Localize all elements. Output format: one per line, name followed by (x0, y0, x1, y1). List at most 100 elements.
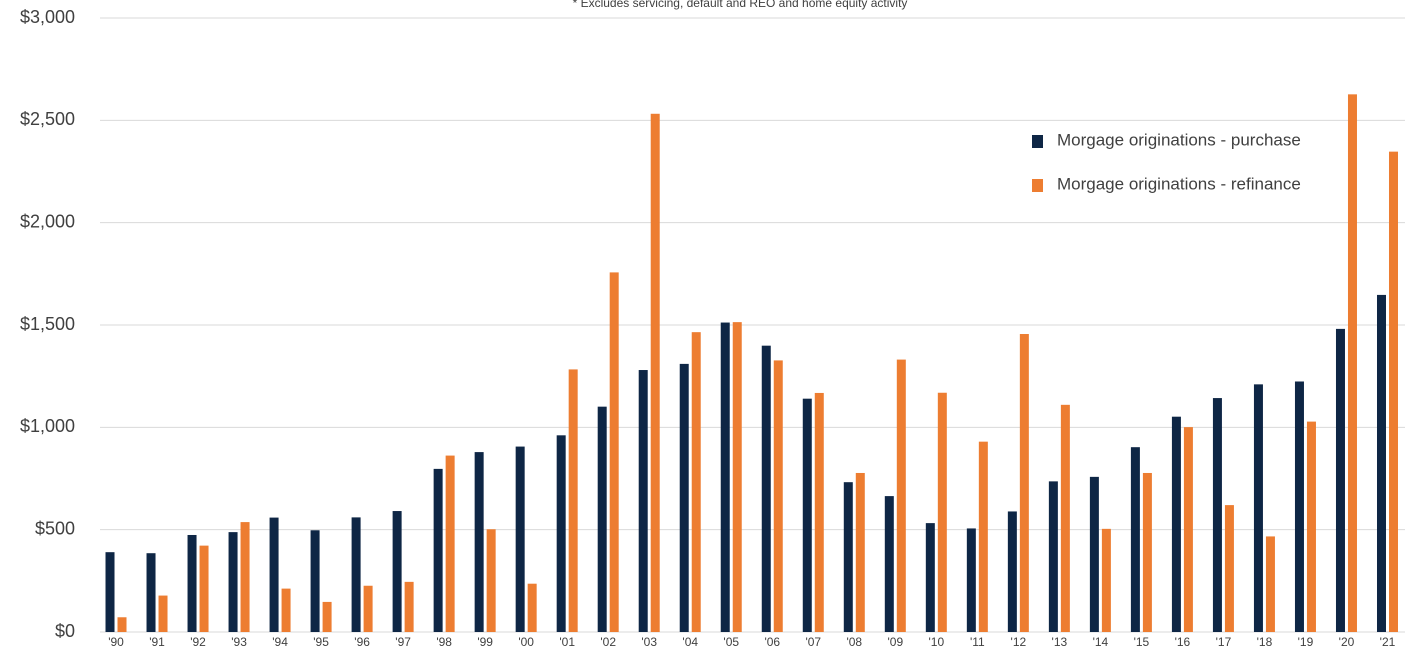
y-tick-label: $1,500 (20, 314, 75, 334)
x-tick-label: '98 (436, 635, 452, 649)
x-tick-label: '18 (1257, 635, 1273, 649)
x-tick-label: '90 (108, 635, 124, 649)
y-tick-label: $0 (55, 621, 75, 641)
bar (1130, 447, 1140, 632)
x-tick-label: '10 (929, 635, 945, 649)
bar (1101, 528, 1111, 632)
y-tick-label: $2,000 (20, 211, 75, 231)
bar (650, 113, 660, 632)
bar (1171, 416, 1181, 632)
x-tick-label: '19 (1298, 635, 1314, 649)
x-tick-label: '17 (1216, 635, 1232, 649)
x-tick-label: '94 (272, 635, 288, 649)
bar (486, 529, 496, 632)
x-tick-label: '04 (682, 635, 698, 649)
bar (228, 532, 238, 632)
y-tick-label: $500 (35, 518, 75, 538)
x-tick-label: '00 (518, 635, 534, 649)
x-tick-label: '95 (313, 635, 329, 649)
x-tick-label: '08 (846, 635, 862, 649)
bar (474, 452, 484, 632)
bar (1089, 476, 1099, 632)
y-tick-label: $2,500 (20, 109, 75, 129)
bar (363, 585, 373, 632)
x-tick-label: '20 (1339, 635, 1355, 649)
bar (1224, 505, 1234, 632)
bar (966, 528, 976, 632)
x-tick-label: '05 (723, 635, 739, 649)
bar (843, 482, 853, 632)
x-tick-label: '99 (477, 635, 493, 649)
bar (1253, 384, 1263, 632)
bar (1376, 294, 1386, 632)
bar (199, 545, 209, 632)
x-tick-label: '92 (190, 635, 206, 649)
bar (404, 581, 414, 632)
bar (556, 435, 566, 632)
bar (1060, 404, 1070, 632)
bar (117, 617, 127, 632)
x-tick-label: '09 (887, 635, 903, 649)
x-tick-label: '11 (970, 635, 985, 649)
bar (433, 468, 443, 632)
bar (761, 345, 771, 632)
bar (1265, 536, 1275, 632)
x-tick-label: '14 (1093, 635, 1109, 649)
bar (732, 322, 742, 632)
bar (802, 398, 812, 632)
bar (1019, 334, 1029, 632)
bar (855, 472, 865, 632)
bar (527, 583, 537, 632)
bar (937, 392, 947, 632)
x-tick-label: '06 (764, 635, 780, 649)
bar (310, 530, 320, 632)
x-tick-label: '15 (1134, 635, 1150, 649)
x-tick-label: '16 (1175, 635, 1191, 649)
bar (187, 534, 197, 632)
bar (638, 370, 648, 632)
x-tick-label: '13 (1052, 635, 1068, 649)
bar (1212, 398, 1222, 632)
x-tick-label: '01 (559, 635, 575, 649)
bar (568, 369, 578, 632)
legend-label: Morgage originations - purchase (1057, 130, 1301, 149)
x-tick-label: '02 (600, 635, 616, 649)
x-tick-label: '12 (1011, 635, 1027, 649)
bar (597, 406, 607, 632)
bar (1335, 328, 1345, 632)
bar (392, 511, 402, 632)
bar (1294, 381, 1304, 632)
bar (281, 588, 291, 632)
bar (515, 446, 525, 632)
bar (158, 595, 168, 632)
x-tick-label: '96 (354, 635, 370, 649)
bar (1347, 94, 1357, 632)
bar (1142, 472, 1152, 632)
bar (609, 272, 619, 632)
x-tick-label: '93 (231, 635, 247, 649)
bar (1306, 421, 1316, 632)
bar (269, 517, 279, 632)
bar (691, 332, 701, 632)
bar (1388, 151, 1398, 632)
bar (814, 392, 824, 632)
bar (978, 441, 988, 632)
bar (1007, 511, 1017, 632)
bar (240, 522, 250, 632)
bar (679, 363, 689, 632)
bar (773, 360, 783, 632)
bar (925, 523, 935, 632)
bar (105, 552, 115, 632)
y-tick-label: $1,000 (20, 416, 75, 436)
x-tick-label: '97 (395, 635, 411, 649)
bar (896, 359, 906, 632)
bar (1183, 427, 1193, 632)
bar (146, 553, 156, 632)
bar (884, 496, 894, 632)
x-tick-label: '03 (641, 635, 657, 649)
bar (322, 601, 332, 632)
legend-swatch (1032, 135, 1043, 148)
bar (351, 517, 361, 632)
x-tick-label: '21 (1380, 635, 1396, 649)
bar (445, 455, 455, 632)
